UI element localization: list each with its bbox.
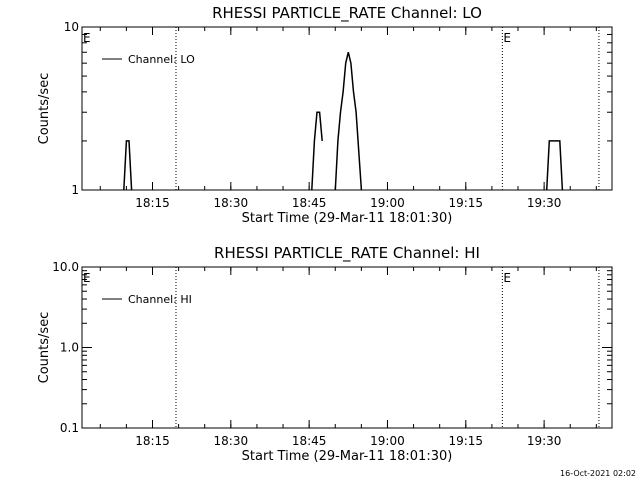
- x-axis-label: Start Time (29-Mar-11 18:01:30): [242, 211, 453, 226]
- y-axis-label: Counts/sec: [37, 312, 52, 384]
- series-line: [311, 111, 323, 191]
- series-line: [545, 140, 564, 191]
- x-tick-label: 19:00: [370, 196, 405, 210]
- event-marker-label: E: [83, 31, 91, 45]
- legend-label: Channel: LO: [128, 53, 195, 66]
- x-tick-label: 18:45: [292, 434, 327, 448]
- x-tick-label: 19:15: [448, 196, 483, 210]
- panel-hi: RHESSI PARTICLE_RATE Channel: HI 18:15 18:…: [37, 244, 613, 464]
- series-line: [334, 52, 363, 191]
- x-tick-label: 19:00: [370, 434, 405, 448]
- event-marker-label: E: [83, 271, 91, 285]
- plot-frame: [81, 266, 613, 429]
- panel-lo: RHESSI PARTICLE_RATE Channel: LO 18:15 18:…: [37, 4, 613, 226]
- event-marker-label: E: [503, 271, 511, 285]
- footer-timestamp: 16-Oct-2021 02:02: [560, 469, 636, 478]
- x-tick-label: 18:45: [292, 196, 327, 210]
- series-line: [123, 140, 133, 191]
- y-tick-label: 1.0: [60, 341, 79, 355]
- y-tick-label: 0.1: [60, 421, 79, 435]
- y-tick-label: 10.0: [52, 260, 79, 274]
- x-axis-label: Start Time (29-Mar-11 18:01:30): [242, 449, 453, 464]
- x-tick-label: 18:30: [214, 196, 249, 210]
- x-tick-label: 18:15: [135, 196, 170, 210]
- chart-title: RHESSI PARTICLE_RATE Channel: LO: [212, 4, 482, 23]
- event-marker-label: E: [503, 31, 511, 45]
- x-tick-label: 18:30: [214, 434, 249, 448]
- chart-title: RHESSI PARTICLE_RATE Channel: HI: [214, 244, 480, 263]
- x-tick-label: 18:15: [135, 434, 170, 448]
- y-tick-label: 1: [71, 183, 79, 197]
- plot-frame: [81, 26, 613, 191]
- x-tick-label: 19:15: [448, 434, 483, 448]
- y-tick-label: 10: [64, 20, 79, 34]
- legend-label: Channel: HI: [128, 293, 192, 306]
- y-axis-label: Counts/sec: [37, 73, 52, 145]
- x-tick-label: 19:30: [527, 434, 562, 448]
- x-tick-label: 19:30: [527, 196, 562, 210]
